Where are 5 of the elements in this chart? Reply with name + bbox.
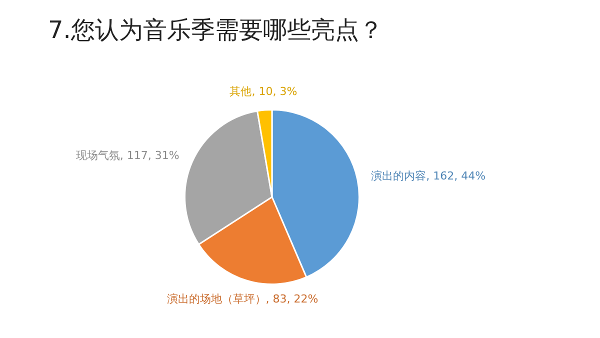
slice-label: 演出的场地（草坪）, 83, 22%	[166, 292, 318, 306]
slice-label: 演出的内容, 162, 44%	[371, 169, 486, 182]
slice-label: 其他, 10, 3%	[230, 84, 298, 98]
chart-title: 7.您认为音乐季需要哪些亮点？	[48, 15, 383, 46]
slice-label: 现场气氛, 117, 31%	[76, 149, 180, 162]
